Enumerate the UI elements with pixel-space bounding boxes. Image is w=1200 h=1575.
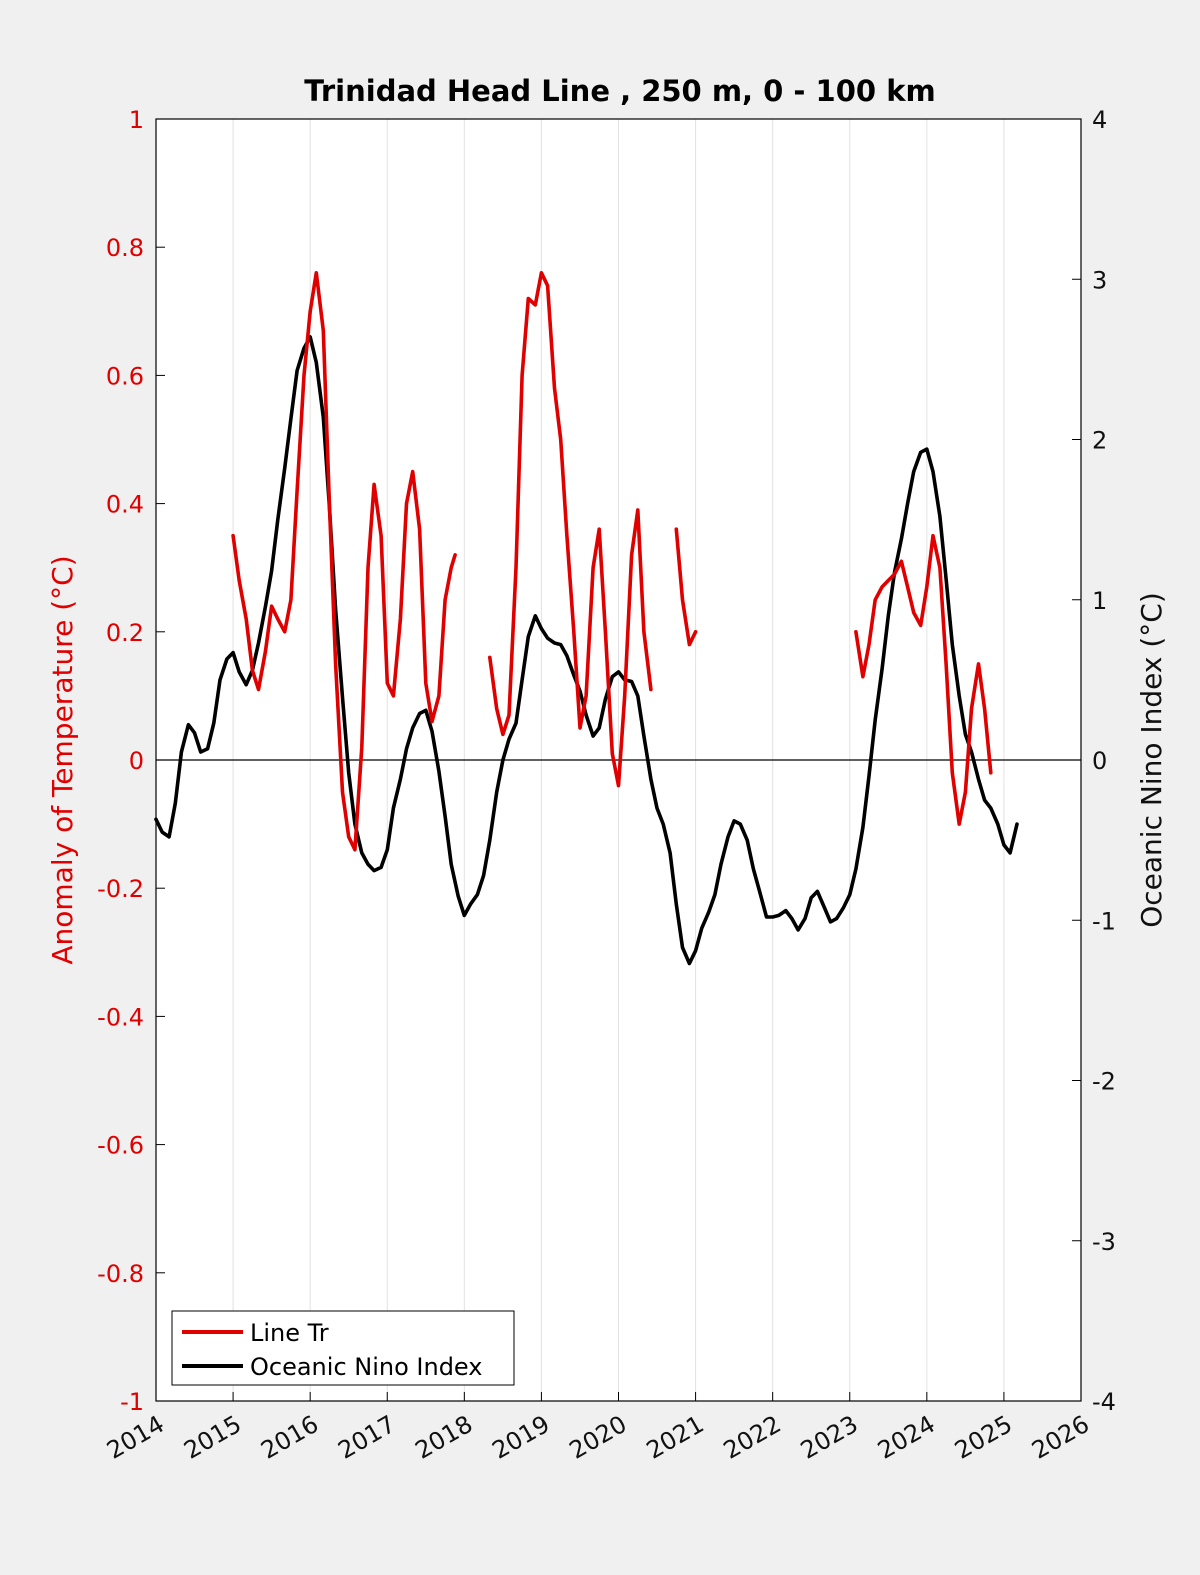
left-tick-label: 0.4 <box>106 491 144 519</box>
legend-label-oni: Oceanic Nino Index <box>250 1353 482 1381</box>
x-tick-label: 2016 <box>256 1410 323 1465</box>
left-tick-label: 0.8 <box>106 234 144 262</box>
series-line-segment <box>487 270 653 788</box>
series-line-segment <box>674 527 698 647</box>
x-tick-label: 2026 <box>1027 1410 1094 1465</box>
right-axis-label: Oceanic Nino Index (°C) <box>1135 592 1168 928</box>
legend-box <box>171 1310 515 1386</box>
left-tick-label: 0 <box>129 747 144 775</box>
left-tick-label: -1 <box>120 1388 144 1416</box>
legend: Line Tr Oceanic Nino Index <box>171 1310 515 1386</box>
series-line-segment <box>854 533 993 826</box>
series-line-segment <box>154 335 1019 966</box>
left-tick-label: -0.4 <box>97 1003 144 1031</box>
right-tick-label: 2 <box>1092 427 1107 455</box>
x-tick-label: 2024 <box>873 1410 940 1465</box>
x-tick-label: 2018 <box>410 1410 477 1465</box>
right-tick-label: 1 <box>1092 587 1107 615</box>
series-oceanic-nino-index <box>154 335 1019 966</box>
right-axis-ticks: 4 3 2 1 0 -1 -2 -3 -4 <box>1072 106 1116 1416</box>
x-axis-ticks: 2014 2015 2016 2017 2018 2019 2020 2021 2022 2023… <box>102 1392 1094 1465</box>
right-tick-label: -4 <box>1092 1388 1116 1416</box>
right-tick-label: -3 <box>1092 1228 1116 1256</box>
left-tick-label: 0.6 <box>106 362 144 390</box>
x-tick-label: 2025 <box>950 1410 1017 1465</box>
left-axis-ticks: 1 0.8 0.6 0.4 0.2 0 -0.2 -0.4 -0.6 -0.8 -1 <box>97 106 165 1416</box>
x-tick-label: 2017 <box>333 1410 400 1465</box>
series-layer <box>154 270 1019 966</box>
left-tick-label: -0.8 <box>97 1260 144 1288</box>
right-tick-label: -2 <box>1092 1068 1116 1096</box>
left-tick-label: -0.6 <box>97 1132 144 1160</box>
left-tick-label: 1 <box>129 106 144 134</box>
x-tick-label: 2022 <box>719 1410 786 1465</box>
left-tick-label: 0.2 <box>106 619 144 647</box>
right-tick-label: 3 <box>1092 266 1107 294</box>
series-line-segment <box>231 270 457 852</box>
chart-title: Trinidad Head Line , 250 m, 0 - 100 km <box>304 74 935 108</box>
right-tick-label: 4 <box>1092 106 1107 134</box>
x-tick-label: 2014 <box>102 1410 169 1465</box>
series-line-tr <box>231 270 993 852</box>
right-tick-label: 0 <box>1092 747 1107 775</box>
left-tick-label: -0.2 <box>97 875 144 903</box>
x-tick-label: 2015 <box>179 1410 246 1465</box>
x-tick-label: 2023 <box>796 1410 863 1465</box>
x-tick-label: 2021 <box>642 1410 709 1465</box>
legend-label-line-tr: Line Tr <box>250 1319 329 1347</box>
x-tick-label: 2019 <box>488 1410 555 1465</box>
left-axis-label: Anomaly of Temperature (°C) <box>46 555 79 964</box>
right-tick-label: -1 <box>1092 907 1116 935</box>
x-tick-label: 2020 <box>565 1410 632 1465</box>
